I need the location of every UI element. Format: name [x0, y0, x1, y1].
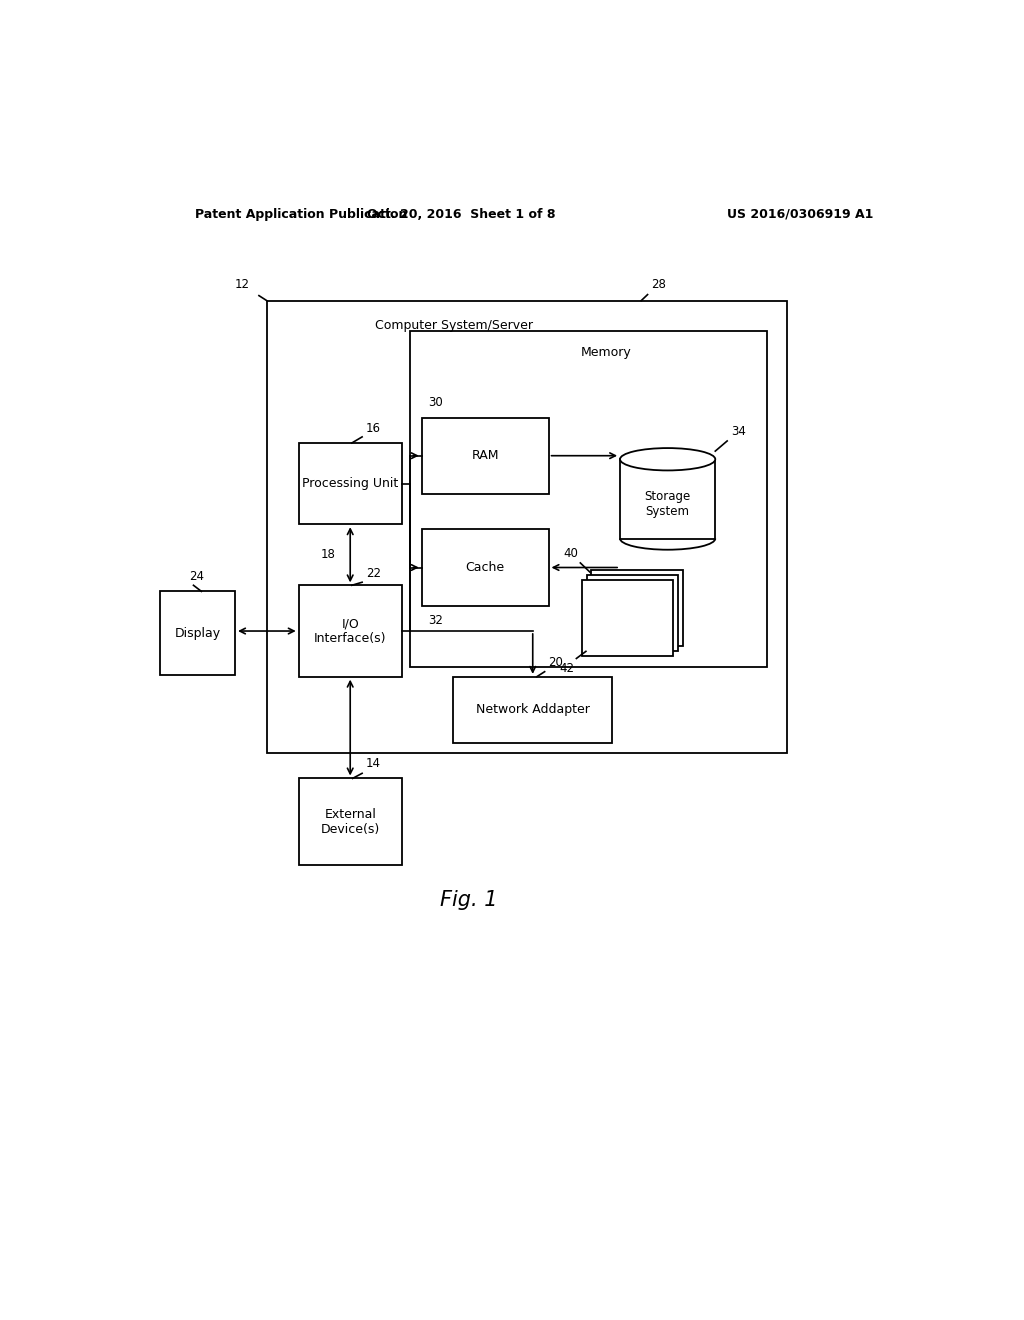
- Text: External
Device(s): External Device(s): [321, 808, 380, 836]
- Text: 18: 18: [322, 548, 336, 561]
- Text: 16: 16: [367, 422, 381, 434]
- Text: 14: 14: [367, 758, 381, 771]
- Bar: [160, 591, 236, 675]
- Text: 24: 24: [189, 570, 205, 583]
- Text: Cache: Cache: [466, 561, 505, 574]
- Text: Memory: Memory: [581, 346, 632, 359]
- Text: Display: Display: [174, 627, 220, 640]
- Bar: [299, 585, 401, 677]
- Bar: [587, 576, 678, 651]
- Text: Fig. 1: Fig. 1: [440, 891, 498, 911]
- Text: 30: 30: [428, 396, 442, 409]
- Text: Patent Application Publication: Patent Application Publication: [196, 207, 408, 220]
- Bar: [621, 459, 716, 539]
- Text: Computer System/Server: Computer System/Server: [375, 319, 534, 333]
- Bar: [422, 417, 549, 494]
- Text: 12: 12: [234, 277, 250, 290]
- Text: 32: 32: [428, 614, 442, 627]
- Text: 40: 40: [563, 546, 578, 560]
- Bar: [299, 444, 401, 524]
- Text: Storage
System: Storage System: [644, 490, 691, 517]
- Text: Oct. 20, 2016  Sheet 1 of 8: Oct. 20, 2016 Sheet 1 of 8: [367, 207, 556, 220]
- Text: US 2016/0306919 A1: US 2016/0306919 A1: [727, 207, 873, 220]
- Text: Processing Unit: Processing Unit: [302, 477, 398, 490]
- Text: 20: 20: [549, 656, 563, 669]
- Bar: [422, 529, 549, 606]
- Bar: [410, 331, 767, 667]
- Text: 42: 42: [559, 661, 574, 675]
- Bar: [299, 779, 401, 865]
- Text: RAM: RAM: [471, 449, 499, 462]
- Text: 34: 34: [731, 425, 746, 438]
- Bar: [267, 301, 786, 752]
- Bar: [582, 581, 673, 656]
- Bar: [592, 570, 683, 647]
- Ellipse shape: [621, 447, 715, 470]
- Text: I/O
Interface(s): I/O Interface(s): [314, 616, 386, 645]
- Bar: [454, 677, 612, 743]
- Text: 28: 28: [651, 277, 667, 290]
- Text: 22: 22: [367, 568, 381, 581]
- Text: Network Addapter: Network Addapter: [476, 704, 590, 717]
